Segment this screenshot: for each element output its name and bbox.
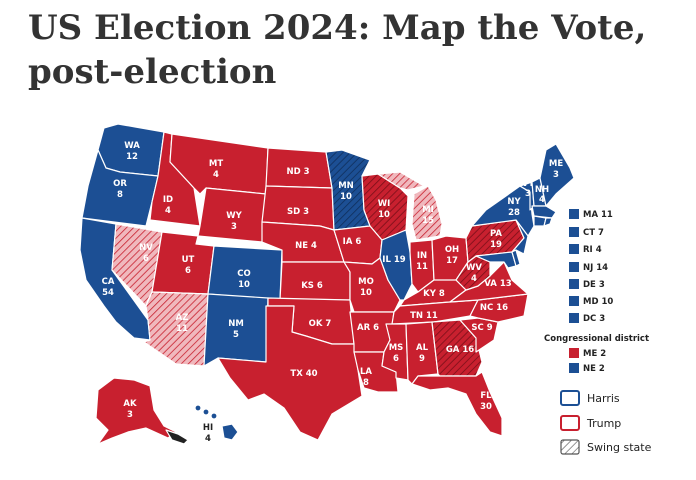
small-states-legend: MA 11 CT 7 RI 4 NJ 14 DE 3 MD 10 DC 3	[569, 209, 613, 324]
cd-me: ME 2	[583, 349, 606, 359]
small-state-de: DE 3	[583, 280, 605, 290]
small-state-ri: RI 4	[583, 245, 602, 255]
state-ak[interactable]	[95, 377, 177, 445]
small-state-box-md[interactable]	[569, 296, 579, 306]
state-me[interactable]	[539, 143, 575, 207]
winner-legend: Harris Trump Swing state	[560, 390, 652, 455]
small-state-ma: MA 11	[583, 210, 613, 220]
label-wa: WA 12	[124, 141, 140, 162]
label-ok: OK 7	[309, 319, 332, 329]
legend-harris: Harris	[587, 392, 620, 405]
label-ut: UT 6	[182, 255, 195, 276]
legend-swing: Swing state	[587, 441, 652, 454]
state-de[interactable]	[511, 249, 521, 267]
label-tn: TN 11	[410, 311, 438, 321]
state-ma[interactable]	[531, 205, 557, 219]
label-me: ME 3	[549, 159, 563, 180]
label-co: CO 10	[237, 269, 250, 290]
cd-box-me[interactable]	[569, 348, 579, 358]
legend-swing-swatch	[560, 439, 580, 455]
label-in: IN 11	[416, 251, 428, 272]
label-il: IL 19	[382, 255, 405, 265]
label-nc: NC 16	[480, 303, 508, 313]
congressional-district-legend: Congressional district ME 2 NE 2	[544, 334, 649, 374]
label-ks: KS 6	[301, 281, 323, 291]
small-state-box-nj[interactable]	[569, 262, 579, 272]
cd-box-ne[interactable]	[569, 363, 579, 373]
state-hi-island-2	[202, 408, 210, 416]
state-mi-up[interactable]	[377, 171, 425, 191]
label-hi: HI 4	[203, 423, 213, 444]
label-ne: NE 4	[295, 241, 317, 251]
state-hi-island-1	[194, 404, 202, 412]
label-id: ID 4	[163, 195, 173, 216]
small-state-box-de[interactable]	[569, 279, 579, 289]
label-wi: WI 10	[378, 199, 391, 220]
label-nh: NH 4	[535, 185, 549, 205]
label-or: OR 8	[113, 179, 127, 200]
label-wy: WY 3	[226, 211, 242, 232]
label-tx: TX 40	[290, 369, 317, 379]
label-mo: MO 10	[358, 277, 374, 298]
small-state-box-ri[interactable]	[569, 244, 579, 254]
small-state-ct: CT 7	[583, 228, 604, 238]
label-la: LA 8	[360, 367, 372, 388]
label-ar: AR 6	[357, 323, 379, 333]
label-fl: FL 30	[480, 391, 492, 412]
legend-trump-swatch	[560, 415, 580, 431]
label-pa: PA 19	[490, 229, 502, 250]
state-hi-island-3	[210, 412, 218, 420]
cd-ne: NE 2	[583, 364, 605, 374]
label-nd: ND 3	[286, 167, 309, 177]
legend-harris-swatch	[560, 390, 580, 406]
state-ri[interactable]	[543, 217, 553, 227]
label-ny: NY 28	[507, 197, 521, 218]
label-az: AZ 11	[176, 313, 189, 334]
label-mn: MN 10	[338, 181, 354, 202]
legend-trump: Trump	[586, 417, 621, 430]
state-labels: WA 12 OR 8 CA 54 NV 6 ID 4 MT 4 WY 3 UT 6 AZ 11 C…	[102, 141, 564, 420]
label-va: VA 13	[484, 279, 511, 289]
label-vt: VT 3	[522, 179, 535, 199]
small-state-dc: DC 3	[583, 314, 605, 324]
state-mo[interactable]	[343, 257, 401, 313]
label-wv: WV 4	[466, 263, 482, 284]
label-ak: AK 3	[123, 399, 137, 420]
state-mi[interactable]	[411, 185, 443, 241]
state-ak-tail[interactable]	[165, 429, 189, 445]
page-title: US Election 2024: Map the Vote, post-ele…	[28, 8, 647, 92]
label-oh: OH 17	[445, 245, 459, 266]
label-ia: IA 6	[343, 237, 362, 247]
label-ky: KY 8	[423, 289, 445, 299]
label-sd: SD 3	[287, 207, 309, 217]
small-state-box-ct[interactable]	[569, 227, 579, 237]
state-fl[interactable]	[411, 371, 503, 437]
label-mi: MI 15	[422, 205, 434, 226]
label-ms: MS 6	[389, 343, 404, 364]
label-nv: NV 6	[139, 243, 153, 264]
state-wy[interactable]	[197, 187, 267, 243]
label-nm: NM 5	[228, 319, 244, 340]
label-ga: GA 16	[446, 345, 474, 355]
label-ca: CA 54	[102, 277, 115, 298]
label-al: AL 9	[416, 343, 429, 364]
small-state-box-ma[interactable]	[569, 209, 579, 219]
state-hi[interactable]	[221, 423, 239, 441]
small-state-md: MD 10	[583, 297, 613, 307]
state-tx[interactable]	[217, 305, 363, 441]
label-mt: MT 4	[209, 159, 223, 180]
small-state-nj: NJ 14	[583, 263, 608, 273]
congressional-title: Congressional district	[544, 334, 649, 344]
label-sc: SC 9	[471, 323, 492, 333]
small-state-box-dc[interactable]	[569, 313, 579, 323]
